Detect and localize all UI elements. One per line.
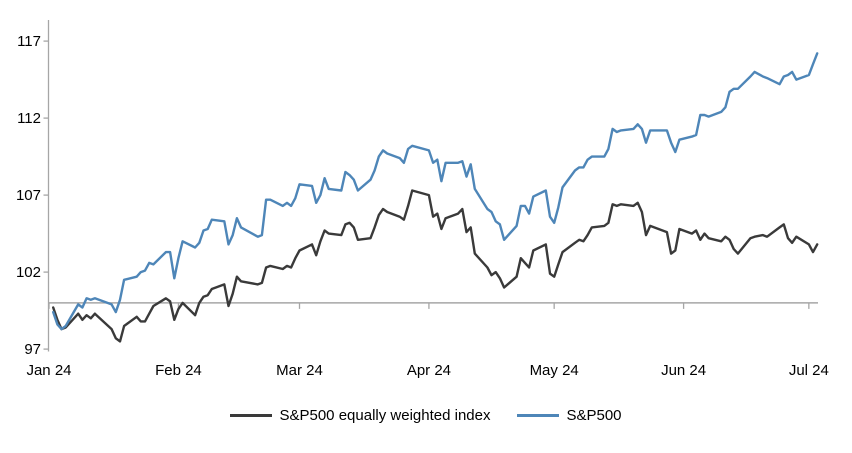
y-tick-label: 117 [17, 33, 41, 50]
x-tick-label: Jun 24 [661, 362, 706, 379]
legend-label-equal-weight: S&P500 equally weighted index [279, 407, 491, 424]
x-tick-label: Jul 24 [789, 362, 829, 379]
series-lines [52, 52, 819, 343]
legend-item-equal-weight: S&P500 equally weighted index [230, 408, 490, 423]
chart-legend: S&P500 equally weighted index S&P500 [0, 408, 852, 423]
y-tick-label: 107 [16, 187, 41, 204]
x-tick-label: Feb 24 [155, 362, 202, 379]
y-axis: 97 102 107 112 117 [16, 20, 50, 358]
sp500-line-swatch [517, 414, 560, 417]
x-axis-baseline: Jan 24 Feb 24 Mar 24 Apr 24 May 24 Jun 24 Jul … [26, 302, 829, 379]
y-tick-label: 102 [16, 264, 41, 281]
y-tick-label: 112 [17, 110, 41, 127]
series-line-equal-weight [52, 189, 819, 343]
price-chart-canvas: 97 102 107 112 117 Jan 24 Feb 24 Mar 24 Apr 24 M… [16, 20, 829, 379]
series-line-sp500 [52, 52, 819, 331]
x-tick-label: Jan 24 [26, 362, 71, 379]
x-tick-label: May 24 [530, 362, 579, 379]
legend-label-sp500: S&P500 [566, 407, 622, 424]
legend-item-sp500: S&P500 [517, 407, 622, 424]
y-tick-label: 97 [24, 341, 41, 358]
equal-weight-line-swatch [230, 414, 273, 417]
x-tick-label: Mar 24 [276, 362, 323, 379]
x-tick-label: Apr 24 [407, 362, 451, 379]
